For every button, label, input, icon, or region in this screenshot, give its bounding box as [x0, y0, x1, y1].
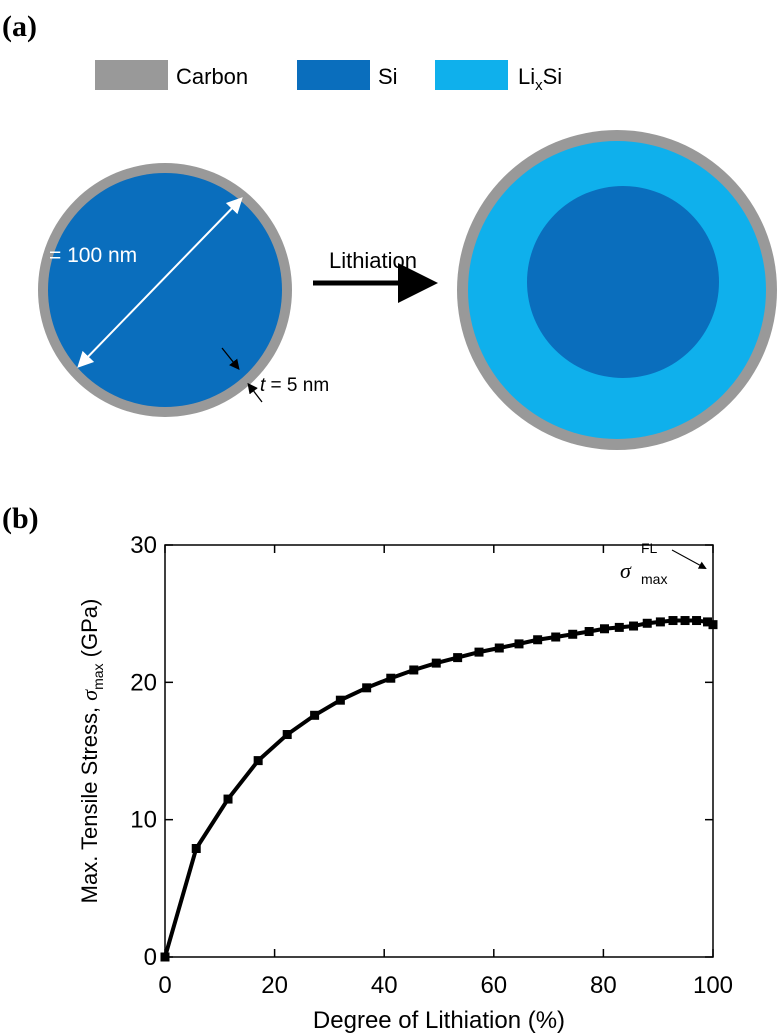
- legend-swatch: [435, 60, 508, 90]
- data-marker: [474, 647, 484, 657]
- si-core: [48, 173, 282, 407]
- data-marker: [431, 658, 441, 668]
- y-tick-label: 10: [130, 807, 157, 834]
- data-marker: [453, 653, 463, 663]
- data-marker: [386, 673, 396, 683]
- y-tick-label: 20: [130, 669, 157, 696]
- x-tick-label: 100: [693, 972, 733, 999]
- data-marker: [409, 665, 419, 675]
- legend-swatch: [95, 60, 168, 90]
- data-marker: [703, 617, 713, 627]
- y-tick-label: 30: [130, 532, 157, 559]
- y-axis-label: Max. Tensile Stress, σmax (GPa): [77, 599, 106, 904]
- legend-label: Carbon: [176, 64, 248, 89]
- data-marker: [614, 622, 624, 632]
- chart: 0 20 40 60 80 100 0 10 20 30 Degree of Lithiation …: [77, 532, 733, 1034]
- x-tick-label: 40: [371, 972, 398, 999]
- data-marker: [191, 844, 201, 854]
- diameter-arrow: [77, 197, 243, 368]
- si-core: [527, 186, 719, 378]
- process-label: Lithiation: [329, 248, 417, 273]
- diameter-label: D = 100 nm: [28, 244, 137, 267]
- data-marker: [310, 710, 320, 720]
- data-marker: [282, 730, 292, 740]
- x-tick-label: 20: [261, 972, 288, 999]
- plot-frame: [164, 544, 714, 958]
- data-marker: [514, 639, 524, 649]
- data-marker: [655, 617, 665, 627]
- data-line: [163, 618, 714, 958]
- annotation-arrow: [671, 549, 707, 569]
- data-marker: [584, 627, 594, 637]
- y-tick-label: 0: [144, 944, 157, 971]
- data-marker: [223, 794, 233, 804]
- data-marker: [629, 621, 639, 631]
- data-marker: [494, 643, 504, 653]
- thickness-arrow: [247, 382, 263, 403]
- data-marker: [533, 635, 543, 645]
- panel-label: (a): [2, 10, 37, 43]
- data-marker: [160, 952, 170, 962]
- legend: Carbon Si LixSi: [95, 60, 562, 94]
- data-marker: [680, 616, 690, 626]
- data-marker: [551, 632, 561, 642]
- x-tick-label: 60: [480, 972, 507, 999]
- data-marker: [692, 616, 702, 626]
- annotation: σFL max: [620, 540, 667, 587]
- data-marker: [708, 620, 718, 630]
- data-marker: [642, 618, 652, 628]
- x-tick-label: 0: [158, 972, 171, 999]
- x-axis-label: Degree of Lithiation (%): [313, 1007, 565, 1034]
- legend-swatch: [297, 60, 370, 90]
- x-tick-label: 80: [590, 972, 617, 999]
- data-marker: [362, 683, 372, 693]
- thickness-label: t = 5 nm: [260, 375, 329, 396]
- panel-label: (b): [2, 502, 39, 535]
- data-marker: [568, 629, 578, 639]
- legend-label: LixSi: [518, 64, 562, 94]
- data-marker: [599, 624, 609, 634]
- thickness-arrow: [221, 347, 240, 371]
- data-marker: [253, 756, 263, 766]
- data-marker: [335, 695, 345, 705]
- legend-label: Si: [378, 64, 398, 89]
- data-marker: [668, 616, 678, 626]
